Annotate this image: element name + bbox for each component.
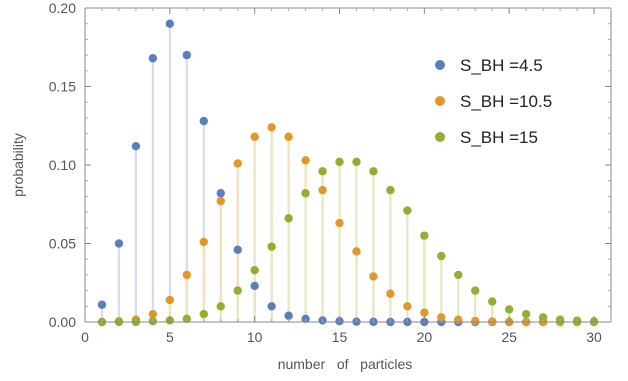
data-point-s2-13 (301, 189, 310, 198)
data-point-s2-19 (403, 206, 412, 215)
y-tick-label-2: 0.10 (49, 157, 76, 173)
data-point-s0-7 (199, 116, 208, 126)
data-point-s1-18 (386, 289, 395, 298)
data-point-s1-11 (267, 123, 276, 132)
data-point-s0-9 (233, 245, 242, 254)
y-tick-label-1: 0.05 (49, 236, 76, 252)
data-point-s2-25 (504, 305, 514, 314)
data-point-s1-6 (182, 270, 192, 280)
legend-label-1: S_BH =10.5 (460, 92, 552, 111)
data-point-s1-15 (335, 218, 344, 228)
data-point-s0-10 (250, 281, 259, 291)
data-point-s2-23 (471, 286, 480, 295)
x-tick-label-5: 5 (166, 329, 174, 345)
data-point-s2-20 (420, 231, 429, 240)
legend-label-2: S_BH =15 (460, 128, 538, 147)
data-point-s1-21 (437, 313, 446, 322)
y-tick-label-0: 0.00 (49, 314, 76, 330)
data-point-s0-5 (165, 19, 175, 28)
legend-marker-0 (435, 60, 445, 70)
data-point-s2-8 (216, 302, 225, 311)
x-tick-label-0: 0 (81, 329, 89, 345)
legend: S_BH =4.5 S_BH =10.5 S_BH =15 (435, 56, 552, 147)
points-layer (97, 19, 599, 327)
data-point-s2-12 (284, 214, 293, 223)
data-point-s0-8 (216, 189, 225, 198)
data-point-s0-2 (114, 239, 124, 248)
data-point-s2-6 (182, 314, 192, 324)
x-tick-label-10: 10 (247, 329, 263, 345)
x-tick-label-20: 20 (417, 329, 433, 345)
data-point-s1-4 (148, 309, 158, 319)
data-point-s2-24 (488, 297, 497, 306)
y-tick-label-3: 0.15 (49, 79, 76, 95)
y-axis-title: probability (10, 133, 26, 197)
data-point-s1-12 (284, 132, 293, 141)
data-point-s1-16 (352, 247, 361, 256)
data-point-s2-9 (233, 286, 242, 295)
data-point-s2-17 (369, 167, 378, 176)
data-point-s1-5 (165, 295, 175, 305)
data-point-s2-18 (386, 185, 395, 195)
data-point-s0-12 (284, 311, 293, 320)
data-point-s1-13 (301, 156, 310, 165)
data-point-s0-3 (131, 141, 141, 151)
ticks-layer: 0 5 10 15 20 25 30 0.00 0.05 0.10 0.15 0.20 (49, 0, 612, 345)
data-point-s2-7 (199, 309, 208, 319)
data-point-s1-7 (199, 237, 208, 247)
data-point-s0-13 (301, 314, 310, 324)
y-tick-label-4: 0.20 (49, 0, 76, 16)
data-point-s2-21 (437, 251, 446, 261)
x-tick-label-30: 30 (586, 329, 602, 345)
data-point-s2-10 (250, 265, 259, 275)
legend-marker-2 (435, 132, 445, 142)
x-tick-label-25: 25 (501, 329, 517, 345)
legend-label-0: S_BH =4.5 (460, 56, 543, 75)
x-tick-label-15: 15 (332, 329, 348, 345)
data-point-s2-14 (318, 167, 327, 176)
data-point-s1-19 (403, 302, 412, 311)
data-point-s0-4 (148, 54, 158, 63)
data-point-s2-15 (335, 157, 344, 167)
data-point-s2-16 (352, 157, 361, 167)
data-point-s0-11 (267, 302, 276, 311)
x-axis-title: number of particles (278, 356, 413, 372)
data-point-s1-17 (369, 272, 378, 281)
data-point-s1-10 (250, 132, 259, 141)
data-point-s2-11 (267, 242, 276, 251)
data-point-s1-9 (233, 159, 242, 168)
legend-marker-1 (435, 96, 445, 106)
data-point-s2-26 (521, 309, 531, 319)
data-point-s0-6 (182, 50, 192, 60)
data-point-s1-8 (216, 196, 225, 206)
data-point-s2-22 (454, 270, 463, 280)
data-point-s1-14 (318, 185, 327, 195)
data-point-s1-20 (420, 308, 429, 317)
data-point-s0-1 (97, 300, 107, 309)
data-point-s2-27 (538, 313, 548, 322)
